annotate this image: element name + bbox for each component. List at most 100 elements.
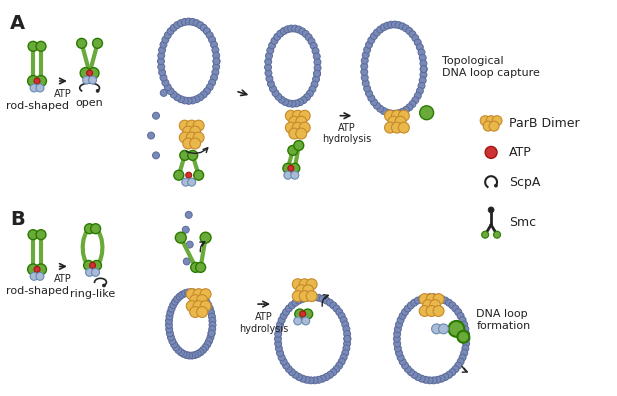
Circle shape [180,350,187,357]
Circle shape [302,30,309,37]
Circle shape [213,58,220,65]
Circle shape [336,308,342,316]
Circle shape [377,105,384,112]
Circle shape [426,294,433,301]
Circle shape [186,172,192,178]
Circle shape [275,93,282,100]
Circle shape [362,80,369,87]
Circle shape [186,301,197,312]
Circle shape [164,32,171,39]
Circle shape [204,341,211,348]
Text: ATP: ATP [54,274,72,284]
Circle shape [266,75,273,82]
Circle shape [340,317,347,324]
Circle shape [365,90,373,97]
Circle shape [292,299,299,306]
Circle shape [283,163,293,173]
Circle shape [209,317,216,324]
Circle shape [292,122,303,133]
Circle shape [300,97,307,103]
Circle shape [330,369,337,376]
Circle shape [313,76,320,83]
Circle shape [96,89,99,92]
Text: DNA loop
formation: DNA loop formation [476,309,531,331]
Circle shape [302,317,310,325]
Circle shape [203,298,210,305]
Circle shape [338,358,345,365]
Circle shape [190,289,197,296]
Circle shape [288,25,294,32]
Circle shape [36,41,46,51]
Circle shape [284,26,291,33]
Circle shape [188,178,196,186]
Circle shape [368,95,375,101]
Circle shape [323,373,330,381]
Circle shape [170,91,177,98]
Circle shape [36,272,44,280]
Circle shape [158,63,165,70]
Circle shape [391,110,399,117]
Circle shape [181,97,188,104]
Text: ATP: ATP [509,146,532,159]
Circle shape [186,241,193,248]
Circle shape [433,306,444,316]
Circle shape [196,291,202,298]
Circle shape [402,25,410,32]
Circle shape [307,294,314,301]
Circle shape [28,264,38,275]
Circle shape [197,307,207,318]
Circle shape [193,132,204,143]
Circle shape [175,232,186,243]
Circle shape [191,263,201,272]
Circle shape [160,41,167,48]
Circle shape [288,165,294,171]
Circle shape [407,369,415,376]
Circle shape [209,79,215,86]
Circle shape [455,362,462,369]
Circle shape [445,371,452,378]
Circle shape [283,308,289,316]
Circle shape [152,112,159,119]
Circle shape [343,326,350,333]
Circle shape [333,305,340,312]
Circle shape [394,335,400,342]
Text: A: A [10,13,25,32]
Circle shape [174,22,181,29]
Circle shape [185,18,192,25]
Circle shape [84,261,94,270]
Circle shape [186,120,197,131]
Circle shape [344,335,351,342]
Circle shape [365,41,373,48]
Circle shape [420,66,427,72]
Circle shape [165,317,173,324]
Circle shape [159,69,165,76]
Circle shape [397,317,404,324]
Circle shape [189,352,196,359]
Circle shape [174,170,184,180]
Circle shape [80,68,91,78]
Circle shape [419,294,430,305]
Circle shape [183,138,194,149]
Circle shape [204,28,210,35]
Circle shape [189,295,201,306]
Circle shape [422,376,429,383]
Circle shape [265,64,271,71]
Circle shape [289,116,300,127]
Circle shape [166,326,173,333]
Circle shape [426,294,437,305]
Circle shape [175,346,182,354]
Circle shape [397,354,404,361]
Circle shape [406,104,413,111]
Circle shape [270,85,276,92]
Circle shape [438,295,445,303]
Circle shape [492,116,502,126]
Circle shape [213,52,220,59]
Circle shape [482,231,489,238]
Circle shape [343,345,350,352]
Circle shape [485,147,497,158]
Circle shape [91,261,101,270]
Circle shape [432,324,442,334]
Circle shape [402,362,408,369]
Circle shape [315,294,322,301]
Circle shape [197,295,207,306]
